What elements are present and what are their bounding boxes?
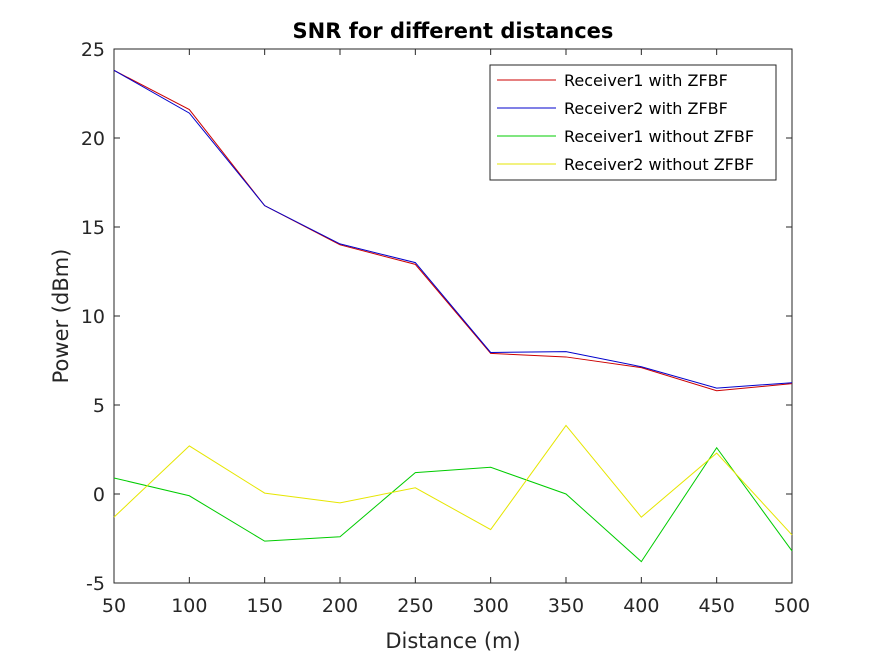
x-tick-label: 200 [322,595,358,617]
x-axis-label: Distance (m) [385,629,520,653]
y-tick-label: 5 [93,395,105,417]
y-tick-label: 20 [81,128,105,150]
x-tick-label: 50 [102,595,126,617]
legend-label-3: Receiver1 without ZFBF [564,127,754,146]
legend-label-4: Receiver2 without ZFBF [564,155,754,174]
y-tick-label: 15 [81,217,105,239]
x-tick-label: 500 [774,595,810,617]
y-axis-label: Power (dBm) [49,249,73,384]
series-line-1 [113,69,793,392]
x-axis: 50 100 150 200 250 300 350 400 450 500 [102,49,810,617]
legend-label-2: Receiver2 with ZFBF [564,99,728,118]
y-tick-label: 0 [93,484,105,506]
series-lines [113,69,793,563]
y-tick-label: 10 [81,306,105,328]
chart-title: SNR for different distances [293,19,614,43]
x-tick-label: 150 [247,595,283,617]
legend-label-1: Receiver1 with ZFBF [564,71,728,90]
y-tick-label: 25 [81,39,105,61]
legend-box [489,64,777,181]
legend: Receiver1 with ZFBF Receiver2 with ZFBF Re… [489,64,777,181]
x-tick-label: 250 [397,595,433,617]
series-line-4 [113,424,793,536]
series-line-3 [113,446,793,563]
x-tick-label: 400 [623,595,659,617]
series-line-2 [113,69,793,389]
y-axis: -5 0 5 10 15 20 25 [81,39,792,595]
x-tick-label: 450 [699,595,735,617]
x-tick-label: 300 [473,595,509,617]
x-tick-label: 350 [548,595,584,617]
x-tick-label: 100 [171,595,207,617]
y-tick-label: -5 [86,573,105,595]
